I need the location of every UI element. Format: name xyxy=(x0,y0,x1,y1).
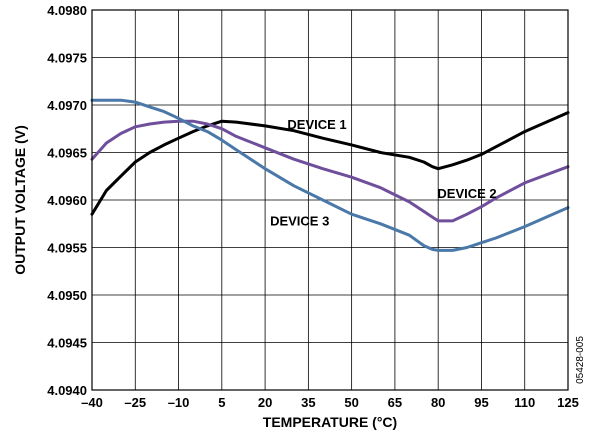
y-tick-label: 4.0980 xyxy=(47,3,87,18)
y-tick-label: 4.0955 xyxy=(47,241,87,256)
x-tick-label: 125 xyxy=(557,395,579,410)
x-tick-label: –10 xyxy=(168,395,190,410)
series-line-device-1 xyxy=(90,111,570,216)
y-tick-label: 4.0940 xyxy=(47,383,87,398)
y-tick-label: 4.0970 xyxy=(47,98,87,113)
x-tick-label: 80 xyxy=(431,395,445,410)
annotation-device-3: DEVICE 3 xyxy=(270,214,329,229)
x-tick-label: 65 xyxy=(388,395,402,410)
series-annotations: DEVICE 1 DEVICE 2 DEVICE 3 xyxy=(270,117,497,229)
series-line-device-3 xyxy=(90,98,570,252)
x-tick-label: –25 xyxy=(124,395,146,410)
y-tick-label: 4.0960 xyxy=(47,193,87,208)
y-tick-label: 4.0950 xyxy=(47,288,87,303)
x-axis-label: TEMPERATURE (°C) xyxy=(263,414,397,430)
figure-id: 05428-005 xyxy=(575,336,586,384)
y-tick-label: 4.0975 xyxy=(47,51,87,66)
x-tick-label: 5 xyxy=(218,395,225,410)
y-tick-label: 4.0945 xyxy=(47,336,87,351)
x-tick-label: 95 xyxy=(474,395,488,410)
annotation-device-1: DEVICE 1 xyxy=(287,117,346,132)
series-lines xyxy=(90,98,570,252)
annotation-device-2: DEVICE 2 xyxy=(437,186,496,201)
x-tick-label: 50 xyxy=(344,395,358,410)
series-line-device-2 xyxy=(90,119,570,223)
y-tick-labels: 4.0940 4.0945 4.0950 4.0955 4.0960 4.0965 4.09… xyxy=(47,3,87,398)
plot-frame xyxy=(91,9,569,391)
x-tick-labels: –40 –25 –10 5 20 35 50 65 80 95 110 125 xyxy=(81,395,579,410)
x-tick-label: 110 xyxy=(514,395,535,410)
grid xyxy=(92,10,568,390)
x-tick-label: 35 xyxy=(301,395,315,410)
x-tick-label: 20 xyxy=(258,395,272,410)
y-tick-label: 4.0965 xyxy=(47,146,87,161)
x-tick-label: –40 xyxy=(81,395,103,410)
y-axis-label: OUTPUT VOLTAGE (V) xyxy=(12,125,28,275)
